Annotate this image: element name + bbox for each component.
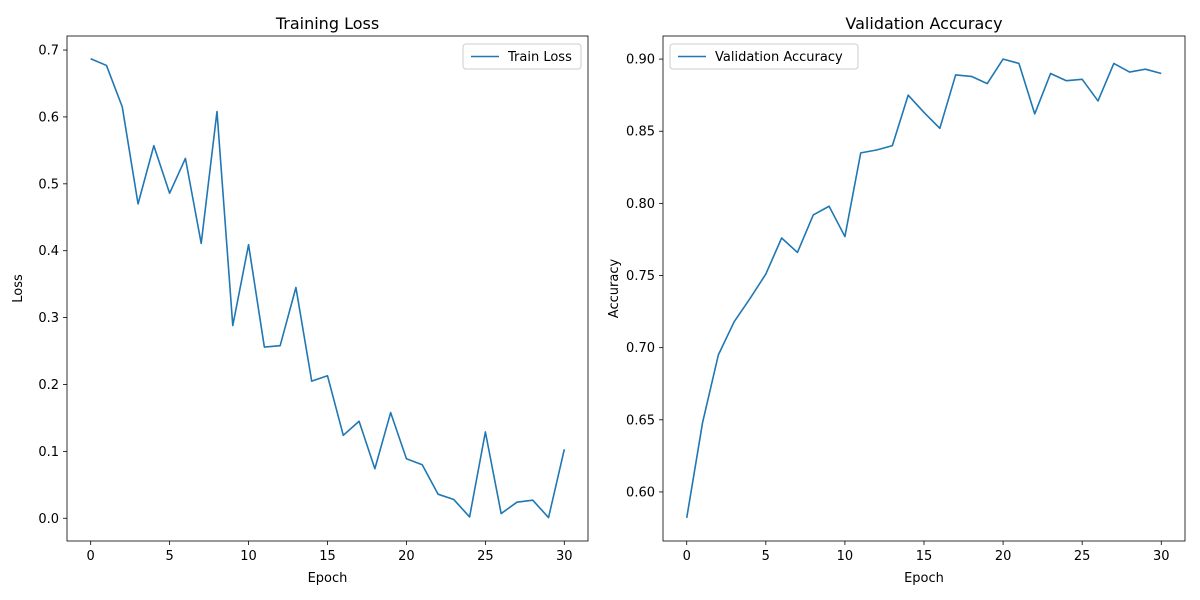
y-tick-label: 0.85 (626, 125, 655, 140)
x-tick-label: 25 (1074, 549, 1091, 564)
legend-box (462, 43, 582, 70)
y-tick-label: 0.80 (626, 197, 655, 212)
plot-area-frame (66, 35, 589, 542)
y-tick-label: 0.6 (38, 110, 59, 125)
x-tick-label: 30 (556, 549, 573, 564)
y-axis-label: Accuracy (607, 259, 622, 319)
y-tick-label: 0.7 (38, 44, 59, 59)
x-tick-label: 5 (762, 549, 770, 564)
legend-label: Train Loss (507, 50, 572, 65)
y-tick-label: 0.1 (38, 445, 59, 460)
chart-title: Training Loss (275, 14, 379, 33)
y-tick-label: 0.60 (626, 485, 655, 500)
x-tick-label: 25 (477, 549, 494, 564)
x-tick-label: 10 (837, 549, 854, 564)
x-tick-label: 10 (240, 549, 257, 564)
x-tick-label: 5 (165, 549, 173, 564)
chart-title: Validation Accuracy (845, 14, 1002, 33)
x-tick-label: 15 (319, 549, 336, 564)
y-tick-label: 0.4 (38, 244, 59, 259)
x-axis-label: Epoch (904, 571, 944, 586)
y-tick-label: 0.70 (626, 341, 655, 356)
validation-accuracy-chart: Validation Accuracy Epoch Accuracy 0 5 10 1… (607, 14, 1186, 586)
legend-label: Validation Accuracy (715, 50, 843, 65)
x-tick-label: 15 (916, 549, 933, 564)
x-tick-label: 20 (995, 549, 1012, 564)
x-tick-label: 0 (87, 549, 95, 564)
y-tick-label: 0.0 (38, 512, 59, 527)
y-tick-label: 0.2 (38, 378, 59, 393)
y-tick-label: 0.90 (626, 53, 655, 68)
series-line (90, 58, 566, 519)
series-line (685, 58, 1162, 519)
x-axis-label: Epoch (308, 571, 348, 586)
legend-box (669, 43, 859, 70)
y-tick-label: 0.5 (38, 177, 59, 192)
training-loss-chart: Training Loss Epoch Loss 0 5 10 15 20 25 30 0.0… (11, 14, 589, 586)
y-tick-label: 0.65 (626, 413, 655, 428)
x-tick-label: 20 (398, 549, 415, 564)
y-tick-label: 0.75 (626, 269, 655, 284)
x-tick-label: 30 (1153, 549, 1170, 564)
y-tick-label: 0.3 (38, 311, 59, 326)
y-axis-label: Loss (11, 274, 26, 303)
x-tick-label: 0 (683, 549, 691, 564)
